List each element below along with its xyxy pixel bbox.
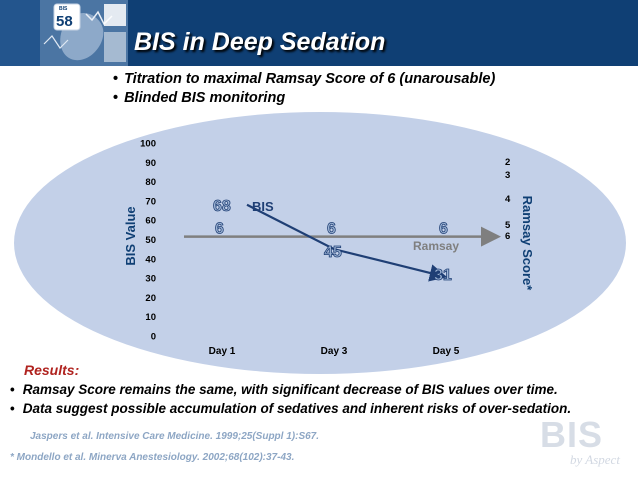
intro-bullets: Titration to maximal Ramsay Score of 6 (… [113, 70, 495, 108]
ramsay-data-label: 6 [215, 221, 224, 238]
y2-tick-label: 6 [505, 231, 510, 242]
logo: BIS 58 [0, 0, 128, 66]
bis-data-label: 31 [434, 267, 452, 284]
finding-item: Data suggest possible accumulation of se… [10, 399, 571, 418]
findings-list: Ramsay Score remains the same, with sign… [10, 380, 571, 418]
y2-tick-label: 4 [505, 194, 511, 205]
bullet-item: Blinded BIS monitoring [113, 89, 495, 108]
title-bar: BIS 58 BIS in Deep Sedation [0, 0, 638, 66]
slide-title: BIS in Deep Sedation [134, 28, 386, 56]
finding-item: Ramsay Score remains the same, with sign… [10, 380, 571, 399]
y-tick-label: 70 [145, 196, 156, 207]
reference-jaspers: Jaspers et al. Intensive Care Medicine. … [30, 431, 320, 442]
logo-badge-tag: BIS [59, 6, 68, 12]
reference-mondello: * Mondello et al. Minerva Anestesiology.… [10, 452, 295, 463]
bis-series-label: BIS [252, 199, 274, 214]
brand-name: BIS [540, 414, 604, 455]
brand-tagline: by Aspect [570, 452, 620, 467]
y-axis-label: BIS Value [123, 206, 138, 265]
y2-axis-label: Ramsay Score* [520, 196, 535, 292]
y-tick-label: 20 [145, 293, 156, 304]
ramsay-series-label: Ramsay [413, 239, 459, 253]
bis-data-label: 45 [324, 244, 342, 261]
logo-badge-number: 58 [56, 13, 73, 30]
y2-tick-label: 2 [505, 157, 510, 168]
x-tick-label: Day 3 [321, 346, 348, 357]
y-tick-label: 50 [145, 235, 156, 246]
y-tick-label: 80 [145, 177, 156, 188]
results-label: Results: [24, 362, 80, 378]
y-tick-label: 10 [145, 312, 156, 323]
y-tick-label: 40 [145, 254, 156, 265]
y-tick-label: 100 [140, 139, 156, 150]
x-tick-label: Day 1 [209, 346, 236, 357]
x-tick-label: Day 5 [433, 346, 460, 357]
ramsay-data-label: 6 [439, 221, 448, 238]
y-tick-label: 90 [145, 158, 156, 169]
bullet-item: Titration to maximal Ramsay Score of 6 (… [113, 70, 495, 89]
y-tick-label: 30 [145, 274, 156, 285]
bis-data-label: 68 [213, 198, 231, 215]
y-tick-label: 60 [145, 216, 156, 227]
ramsay-data-label: 6 [327, 221, 336, 238]
y2-tick-label: 5 [505, 220, 511, 231]
y2-tick-label: 3 [505, 170, 510, 181]
y-tick-label: 0 [151, 332, 156, 343]
bis-series-line [246, 203, 448, 282]
logo-graphic: BIS 58 [0, 0, 128, 66]
brand-logo: BIS by Aspect [540, 414, 632, 470]
